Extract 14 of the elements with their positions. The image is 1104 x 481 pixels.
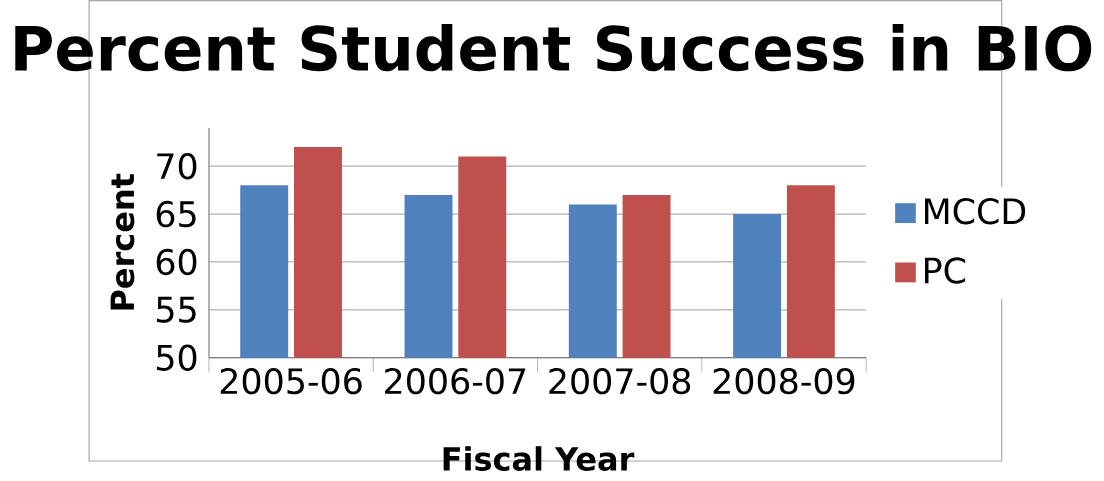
x-tick-label: 2005-06 xyxy=(220,368,362,395)
x-tick-label: 2007-08 xyxy=(549,368,691,395)
y-tick-label: 65 xyxy=(156,201,196,228)
y-tick-label: 60 xyxy=(156,248,197,276)
x-tick-label: 2006-07 xyxy=(385,368,526,395)
x-tick-label: 2008-09 xyxy=(713,368,855,395)
chart-title: Percent Student Success in BIO xyxy=(15,24,1092,72)
y-tick-label: 70 xyxy=(157,153,197,180)
y-tick-label: 55 xyxy=(157,297,196,323)
y-tick-label: 50 xyxy=(157,344,197,372)
x-axis-title: Fiscal Year xyxy=(443,446,635,472)
y-axis-title: Percent xyxy=(110,173,135,310)
legend-label: MCCD xyxy=(925,198,1026,225)
legend-label: PC xyxy=(925,257,966,284)
